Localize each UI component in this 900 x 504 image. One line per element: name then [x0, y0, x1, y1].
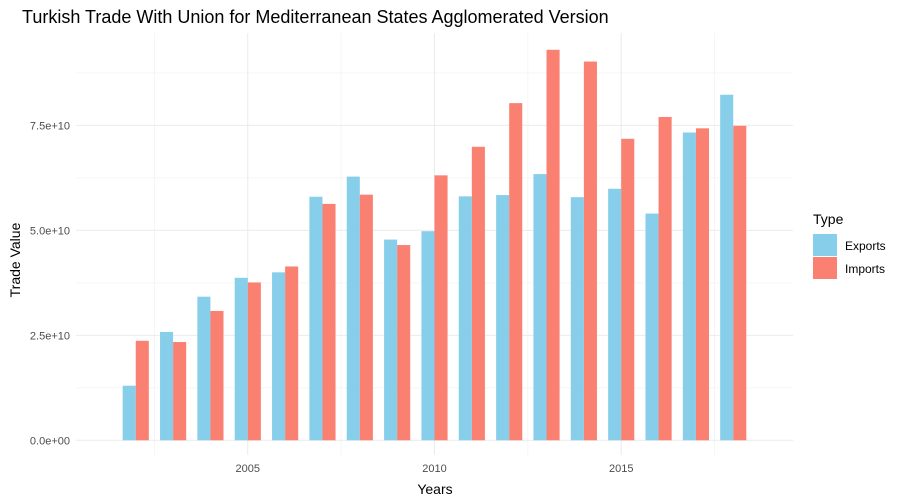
y-axis-title: Trade Value: [7, 222, 23, 297]
legend-title: Type: [813, 211, 844, 227]
bar-exports-2005: [234, 277, 248, 441]
legend-swatch-imports: [813, 257, 837, 279]
bar-exports-2008: [346, 176, 360, 441]
bar-imports-2010: [434, 175, 448, 441]
bar-exports-2017: [682, 132, 696, 441]
chart-title: Turkish Trade With Union for Mediterrane…: [22, 7, 609, 27]
bar-exports-2012: [496, 195, 510, 441]
bar-imports-2002: [135, 340, 149, 441]
bar-imports-2018: [733, 125, 747, 441]
bar-imports-2007: [322, 203, 336, 441]
bar-imports-2006: [285, 266, 299, 441]
bar-exports-2002: [122, 385, 136, 441]
bar-exports-2016: [645, 213, 659, 441]
bar-exports-2004: [197, 296, 211, 441]
x-tick-label: 2005: [236, 463, 260, 475]
bar-imports-2011: [471, 146, 485, 441]
bar-exports-2007: [309, 196, 323, 441]
x-tick-label: 2015: [609, 463, 633, 475]
bar-exports-2014: [570, 197, 584, 441]
bar-imports-2015: [621, 138, 635, 441]
bar-imports-2004: [210, 310, 224, 441]
bar-imports-2016: [658, 116, 672, 441]
bar-imports-2005: [247, 282, 261, 441]
x-axis-ticks: 2005 2010 2015: [236, 463, 634, 475]
y-tick-label: 0.0e+00: [30, 435, 70, 447]
legend-label-exports: Exports: [845, 239, 886, 253]
bar-imports-2014: [583, 61, 597, 441]
bar-exports-2006: [272, 272, 286, 441]
bar-exports-2015: [608, 188, 622, 441]
x-axis-title: Years: [417, 481, 452, 497]
bar-exports-2018: [720, 94, 734, 441]
bar-exports-2010: [421, 231, 435, 441]
legend-label-imports: Imports: [845, 262, 885, 276]
legend: Type Exports Imports: [813, 211, 886, 279]
y-tick-label: 7.5e+10: [30, 120, 70, 132]
bar-exports-2009: [384, 239, 398, 441]
legend-swatch-exports: [813, 234, 837, 256]
bar-imports-2012: [509, 103, 523, 441]
bar-imports-2013: [546, 49, 560, 441]
bar-exports-2013: [533, 174, 547, 441]
bar-exports-2003: [160, 331, 174, 441]
bar-exports-2011: [458, 196, 472, 441]
x-tick-label: 2010: [422, 463, 446, 475]
y-tick-label: 5.0e+10: [30, 225, 70, 237]
y-tick-label: 2.5e+10: [30, 330, 70, 342]
bar-imports-2003: [173, 342, 187, 441]
bar-imports-2017: [695, 128, 709, 441]
bar-imports-2008: [359, 194, 373, 441]
bars: [122, 49, 747, 441]
y-axis-ticks: 0.0e+00 2.5e+10 5.0e+10 7.5e+10: [30, 120, 70, 447]
bar-imports-2009: [397, 245, 411, 441]
